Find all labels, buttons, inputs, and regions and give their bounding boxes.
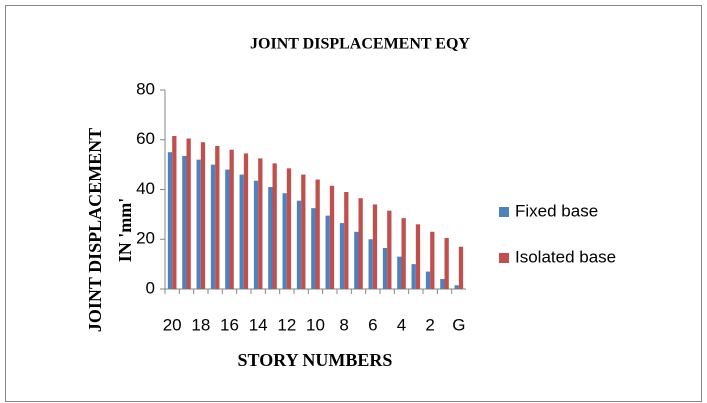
bar (172, 136, 177, 289)
bar (311, 208, 316, 289)
x-tick-label: 20 (163, 315, 182, 334)
y-axis-title: IN 'mm' (115, 198, 135, 263)
bar (167, 152, 173, 289)
x-tick-label: 18 (191, 315, 210, 334)
bar (258, 158, 263, 289)
bar (301, 174, 306, 289)
bar (458, 246, 464, 289)
bar (196, 159, 201, 289)
y-tick-label: 40 (136, 179, 155, 198)
y-tick-label: 20 (136, 229, 155, 248)
bar (354, 231, 359, 289)
x-tick-label: 2 (425, 315, 434, 334)
bar (272, 163, 277, 289)
chart-border (5, 5, 702, 402)
x-tick-label: 14 (249, 315, 268, 334)
legend-swatch (499, 207, 509, 217)
bar (215, 145, 220, 289)
legend-swatch (499, 253, 509, 263)
bar (200, 142, 206, 289)
bar (425, 271, 431, 289)
x-tick-label: 10 (306, 315, 325, 334)
bar (329, 185, 335, 289)
x-axis-title: STORY NUMBERS (238, 350, 393, 370)
bar (210, 164, 216, 289)
bar (344, 191, 349, 289)
bar (239, 174, 244, 289)
bar (368, 239, 373, 289)
bar (225, 169, 230, 289)
bar (186, 138, 191, 289)
bar (401, 218, 406, 289)
y-tick-label: 0 (146, 278, 155, 297)
bar (372, 204, 378, 289)
bar (296, 200, 302, 289)
bar (415, 224, 421, 289)
bar (430, 231, 435, 289)
bar (411, 264, 416, 289)
bar (315, 179, 320, 289)
bar (282, 193, 287, 289)
bar (440, 279, 445, 289)
bar (325, 215, 330, 289)
legend-label: Fixed base (515, 201, 598, 220)
y-tick-label: 60 (136, 129, 155, 148)
x-tick-label: 8 (339, 315, 348, 334)
bar (243, 153, 249, 289)
x-tick-label: 4 (397, 315, 406, 334)
bar (229, 149, 234, 289)
x-tick-label: 16 (220, 315, 239, 334)
chart-title: JOINT DISPLACEMENT EQY (250, 36, 470, 53)
x-tick-label: 12 (277, 315, 296, 334)
bar (454, 285, 459, 289)
y-tick-label: 80 (136, 79, 155, 98)
x-tick-label: G (452, 315, 465, 334)
y-axis-title: JOINT DISPLACEMENT (85, 128, 105, 332)
bar (397, 256, 402, 289)
bar (358, 198, 363, 289)
bar (182, 155, 187, 289)
x-tick-label: 6 (368, 315, 377, 334)
legend-label: Isolated base (515, 247, 616, 266)
bar (286, 168, 292, 289)
bar (382, 247, 388, 289)
bar (444, 238, 449, 289)
bar (339, 223, 345, 289)
bar (268, 187, 273, 289)
bar (387, 210, 392, 289)
bar (253, 180, 259, 289)
